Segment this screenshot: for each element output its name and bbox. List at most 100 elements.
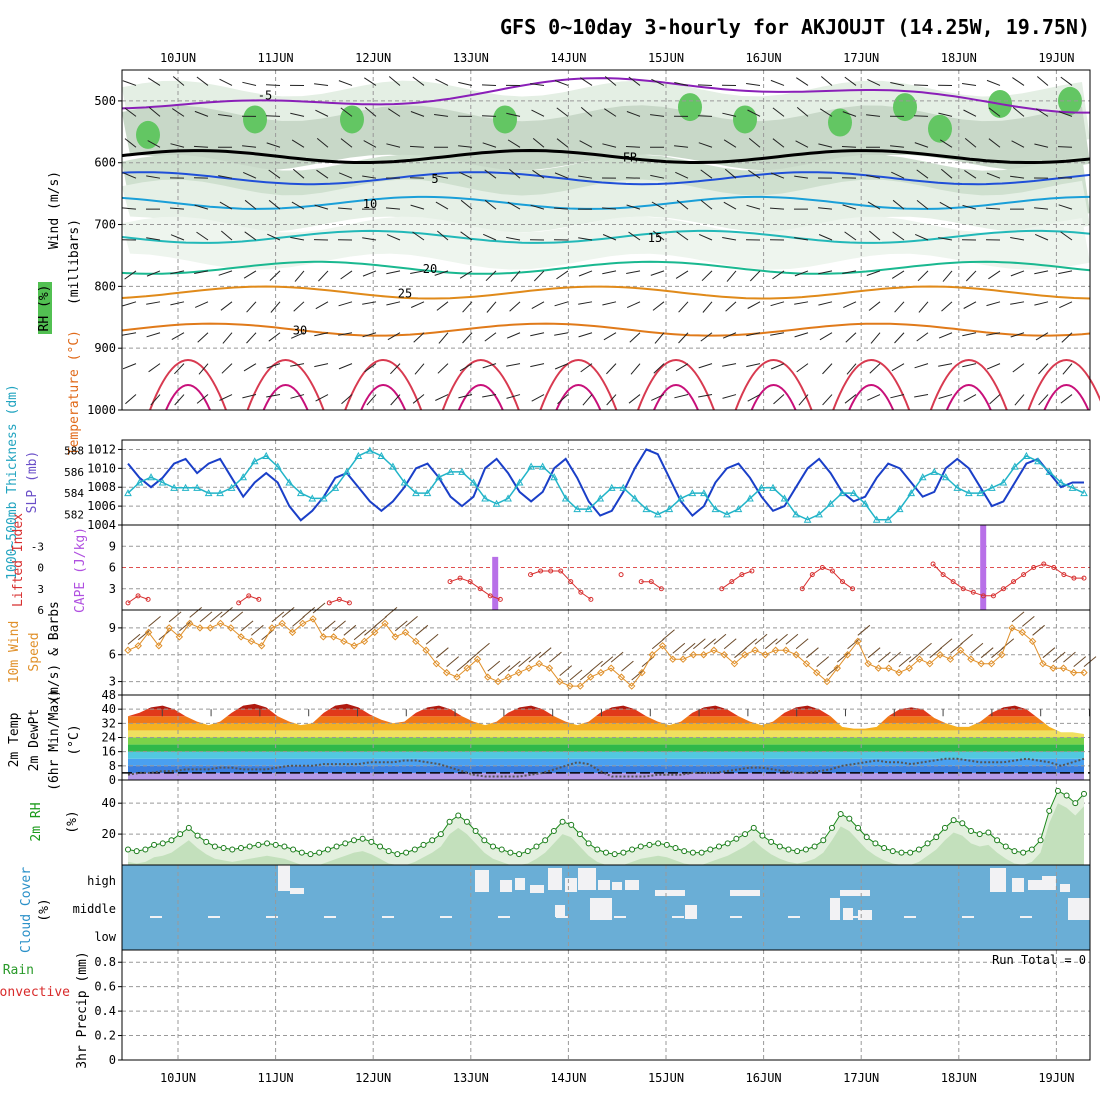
wind-speed-point bbox=[319, 633, 328, 641]
rh-point bbox=[472, 828, 479, 834]
wind-barb bbox=[986, 172, 1001, 179]
wind-barb bbox=[196, 394, 209, 404]
surface-wind-barb bbox=[1052, 651, 1066, 663]
isotherm-line bbox=[121, 285, 1091, 300]
wind-speed-point bbox=[371, 628, 379, 637]
thickness-point bbox=[170, 483, 178, 491]
rh-point bbox=[455, 812, 462, 819]
isotherm-label: 15 bbox=[648, 231, 662, 245]
chart-title: GFS 0~10day 3-hourly for AKJOUJT (14.25W… bbox=[500, 15, 1090, 39]
wind-barb bbox=[918, 301, 929, 313]
wind-barb bbox=[290, 394, 305, 399]
wind-barb bbox=[1034, 233, 1049, 241]
wind-barb bbox=[868, 230, 881, 241]
rh-high-cell bbox=[678, 93, 702, 122]
ylabel-slp: SLP (mb) bbox=[25, 451, 40, 514]
wind-barb bbox=[122, 301, 137, 307]
isotherm-label: 30 bbox=[293, 324, 307, 338]
isotherm-loop bbox=[848, 384, 895, 411]
wind-speed-point bbox=[998, 651, 1006, 659]
ylabel-minmax: (6hr Min/Max) bbox=[47, 689, 62, 791]
y-tick-label: 48 bbox=[102, 688, 116, 702]
wind-barb bbox=[482, 394, 497, 398]
wind-barb bbox=[962, 332, 977, 337]
rh-point bbox=[177, 831, 184, 838]
surface-wind-barb bbox=[908, 651, 922, 663]
wind-barb bbox=[1038, 394, 1049, 406]
wind-barb bbox=[747, 109, 761, 117]
wind-barb bbox=[219, 78, 233, 86]
wind-speed-point bbox=[946, 655, 955, 663]
rh-point bbox=[542, 837, 549, 844]
wind-barb bbox=[265, 84, 281, 86]
thickness-point bbox=[527, 462, 535, 470]
rh-point bbox=[811, 843, 818, 850]
wind-barb bbox=[194, 204, 209, 210]
wind-barb bbox=[174, 363, 185, 375]
surface-wind-barb bbox=[929, 647, 943, 659]
thickness-tick-label: 582 bbox=[64, 508, 84, 521]
wind-barb bbox=[460, 199, 473, 210]
lifted-index-point bbox=[1031, 565, 1037, 570]
ylabel-cloud-cover: Cloud Cover bbox=[19, 867, 34, 953]
wind-barb bbox=[507, 201, 521, 210]
wind-speed-point bbox=[350, 642, 358, 650]
rh-point bbox=[915, 846, 922, 853]
wind-speed-point bbox=[1018, 628, 1027, 637]
rh-point bbox=[603, 849, 609, 856]
isotherm-loop bbox=[149, 359, 227, 411]
thickness-point bbox=[907, 489, 916, 497]
slp-line bbox=[127, 448, 1084, 522]
wind-barb bbox=[796, 77, 809, 86]
wind-barb bbox=[388, 76, 401, 86]
wind-speed-point bbox=[874, 664, 883, 672]
wind-barb bbox=[434, 114, 449, 117]
wind-barb bbox=[702, 301, 713, 313]
wind-barb bbox=[532, 138, 545, 148]
wind-barb bbox=[242, 394, 257, 399]
y-tick-label: 500 bbox=[94, 94, 116, 108]
rh-point bbox=[1002, 843, 1009, 850]
wind-barb bbox=[939, 139, 953, 148]
cloud-cell bbox=[548, 868, 562, 890]
rh-point bbox=[185, 824, 192, 831]
cloud-cell bbox=[625, 880, 639, 890]
wind-barb bbox=[198, 363, 209, 375]
wind-barb bbox=[506, 363, 521, 367]
rh-point bbox=[629, 846, 636, 853]
wind-barb bbox=[1060, 394, 1073, 404]
rh-point bbox=[316, 849, 323, 856]
wind-barb bbox=[244, 199, 257, 210]
wind-barb bbox=[818, 143, 833, 148]
wind-barb bbox=[676, 199, 689, 210]
precip-panel: 0.8 0.6 0.4 0.2 0 Run Total = 0 Total / Rain Co… bbox=[0, 949, 1091, 1069]
thickness-point bbox=[239, 473, 248, 481]
wind-barb bbox=[985, 207, 1001, 210]
isotherm-loop bbox=[653, 384, 699, 411]
wind-barb bbox=[338, 80, 353, 86]
wind-barb bbox=[892, 231, 905, 241]
wind-barb bbox=[652, 301, 665, 311]
wind-barb bbox=[409, 145, 425, 148]
surface-wind-barb bbox=[836, 651, 850, 663]
wind-speed-point bbox=[196, 624, 204, 632]
cloud-cell bbox=[578, 868, 596, 890]
wind-barb bbox=[746, 204, 761, 210]
wind-barb bbox=[769, 207, 785, 210]
wind-barb bbox=[913, 115, 929, 117]
lifted-index-point bbox=[487, 593, 493, 599]
surface-wind-barb bbox=[939, 638, 953, 650]
wind-speed-point bbox=[864, 659, 872, 668]
wind-barb bbox=[459, 270, 473, 279]
wind-speed-point bbox=[381, 619, 389, 628]
wind-barb bbox=[674, 394, 689, 399]
rh-point bbox=[968, 828, 975, 834]
wind-barb bbox=[556, 270, 569, 280]
cloud-cell bbox=[1028, 880, 1042, 890]
wind-barb bbox=[794, 332, 809, 338]
wind-speed-point bbox=[823, 677, 831, 686]
thickness-point bbox=[849, 489, 858, 497]
wind-barb bbox=[268, 199, 281, 210]
wind-speed-point bbox=[340, 637, 348, 646]
wind-barb bbox=[338, 172, 353, 179]
